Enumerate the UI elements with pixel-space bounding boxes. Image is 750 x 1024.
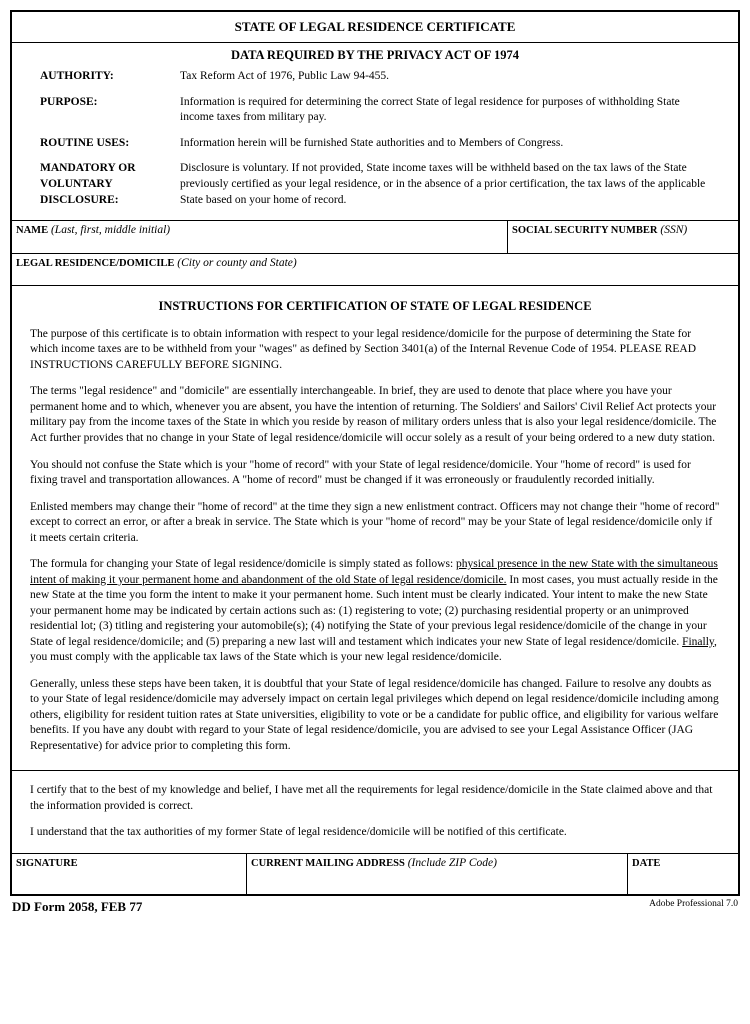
instructions-p3: You should not confuse the State which i… bbox=[30, 458, 720, 489]
instructions-p6: Generally, unless these steps have been … bbox=[30, 677, 720, 755]
routine-uses-text: Information herein will be furnished Sta… bbox=[180, 136, 710, 152]
signature-field[interactable]: SIGNATURE bbox=[12, 854, 247, 894]
name-field-label: NAME bbox=[16, 225, 48, 236]
name-ssn-row: NAME (Last, first, middle initial) SOCIA… bbox=[12, 221, 738, 254]
privacy-act-section: DATA REQUIRED BY THE PRIVACY ACT OF 1974… bbox=[12, 43, 738, 221]
instructions-p4: Enlisted members may change their "home … bbox=[30, 500, 720, 547]
software-version: Adobe Professional 7.0 bbox=[649, 898, 738, 916]
disclosure-text: Disclosure is voluntary. If not provided… bbox=[180, 161, 710, 208]
ssn-field[interactable]: SOCIAL SECURITY NUMBER (SSN) bbox=[508, 221, 738, 253]
instructions-p1: The purpose of this certificate is to ob… bbox=[30, 327, 720, 374]
legal-residence-label: LEGAL RESIDENCE/DOMICILE bbox=[16, 258, 174, 269]
certification-section: I certify that to the best of my knowled… bbox=[12, 771, 738, 854]
p5-text-a: The formula for changing your State of l… bbox=[30, 558, 456, 570]
instructions-p5: The formula for changing your State of l… bbox=[30, 557, 720, 666]
purpose-row: PURPOSE: Information is required for det… bbox=[40, 95, 710, 126]
purpose-text: Information is required for determining … bbox=[180, 95, 710, 126]
mailing-address-hint: (Include ZIP Code) bbox=[408, 857, 497, 869]
privacy-subtitle: DATA REQUIRED BY THE PRIVACY ACT OF 1974 bbox=[40, 43, 710, 70]
signature-label: SIGNATURE bbox=[16, 858, 78, 869]
date-field[interactable]: DATE bbox=[628, 854, 738, 894]
form-id: DD Form 2058, FEB 77 bbox=[12, 898, 142, 916]
mailing-address-field[interactable]: CURRENT MAILING ADDRESS (Include ZIP Cod… bbox=[247, 854, 628, 894]
signature-row: SIGNATURE CURRENT MAILING ADDRESS (Inclu… bbox=[12, 854, 738, 894]
name-field[interactable]: NAME (Last, first, middle initial) bbox=[12, 221, 508, 253]
ssn-field-label: SOCIAL SECURITY NUMBER bbox=[512, 225, 657, 236]
ssn-field-hint: (SSN) bbox=[660, 224, 687, 236]
instructions-p2: The terms "legal residence" and "domicil… bbox=[30, 384, 720, 446]
purpose-label: PURPOSE: bbox=[40, 95, 180, 126]
authority-label: AUTHORITY: bbox=[40, 69, 180, 85]
legal-residence-hint: (City or county and State) bbox=[177, 257, 296, 269]
disclosure-label: MANDATORY OR VOLUNTARY DISCLOSURE: bbox=[40, 161, 180, 208]
authority-row: AUTHORITY: Tax Reform Act of 1976, Publi… bbox=[40, 69, 710, 85]
name-field-hint: (Last, first, middle initial) bbox=[51, 224, 170, 236]
form-container: STATE OF LEGAL RESIDENCE CERTIFICATE DAT… bbox=[10, 10, 740, 896]
form-title: STATE OF LEGAL RESIDENCE CERTIFICATE bbox=[12, 12, 738, 43]
p5-finally: Finally bbox=[682, 636, 714, 648]
authority-text: Tax Reform Act of 1976, Public Law 94-45… bbox=[180, 69, 710, 85]
routine-uses-row: ROUTINE USES: Information herein will be… bbox=[40, 136, 710, 152]
form-footer: DD Form 2058, FEB 77 Adobe Professional … bbox=[10, 896, 740, 918]
certification-p2: I understand that the tax authorities of… bbox=[30, 825, 720, 841]
certification-p1: I certify that to the best of my knowled… bbox=[30, 783, 720, 814]
routine-uses-label: ROUTINE USES: bbox=[40, 136, 180, 152]
instructions-title: INSTRUCTIONS FOR CERTIFICATION OF STATE … bbox=[30, 298, 720, 315]
legal-residence-field[interactable]: LEGAL RESIDENCE/DOMICILE (City or county… bbox=[12, 254, 738, 286]
disclosure-row: MANDATORY OR VOLUNTARY DISCLOSURE: Discl… bbox=[40, 161, 710, 208]
instructions-section: INSTRUCTIONS FOR CERTIFICATION OF STATE … bbox=[12, 286, 738, 771]
mailing-address-label: CURRENT MAILING ADDRESS bbox=[251, 858, 405, 869]
date-label: DATE bbox=[632, 858, 660, 869]
